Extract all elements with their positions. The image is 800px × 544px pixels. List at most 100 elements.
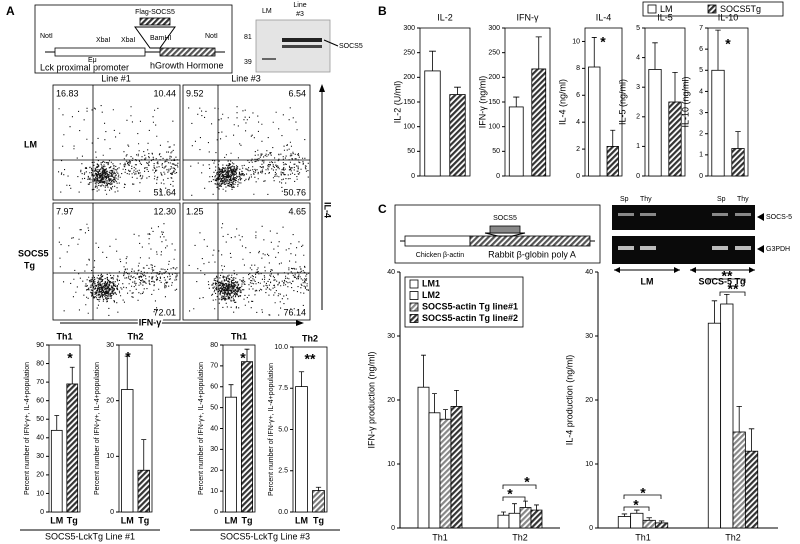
arrow-head [319, 84, 325, 92]
y-tick-label: 200 [403, 74, 415, 81]
y-tick-label: 40 [210, 425, 218, 432]
label: SOCS5Tg [720, 4, 761, 14]
error-bar [736, 406, 742, 432]
y-tick-label: 0 [496, 173, 500, 180]
label: LM [660, 4, 673, 14]
gel-band [712, 246, 728, 250]
y-tick-label: 0 [589, 525, 593, 532]
label: Thy [737, 196, 749, 203]
y-tick-label: 40 [36, 435, 44, 442]
chart-title: IL-2 [437, 12, 453, 22]
y-tick-label: 7.5 [278, 385, 288, 392]
y-tick-label: 10.0 [274, 344, 288, 351]
y-tick-label: 2 [576, 146, 580, 153]
chart-title: Th1 [231, 331, 247, 341]
bracket [502, 484, 537, 489]
y-tick-label: 20 [106, 398, 114, 405]
label: 7.97 [56, 206, 74, 216]
bar [449, 94, 466, 177]
x-tick-label: LM [295, 515, 308, 525]
gel-band [640, 246, 656, 250]
x-tick-label: LM [50, 515, 63, 525]
gel [612, 205, 755, 230]
shape [48, 344, 81, 513]
annotation: * [640, 485, 646, 501]
label: A [6, 4, 15, 18]
label: SOCS5-LckTg Line #3 [220, 531, 310, 541]
bracket [623, 494, 662, 499]
error-bar [244, 348, 250, 362]
annotation: * [600, 34, 606, 50]
gel-band [735, 246, 751, 250]
label: SOCS5 [18, 248, 49, 258]
y-tick-label: 10 [585, 461, 593, 468]
y-tick-label: 0 [411, 173, 415, 180]
y-tick-label: 40 [585, 269, 593, 276]
annotation: ** [728, 281, 739, 297]
error-bar [124, 355, 130, 390]
y-tick-label: 10 [210, 488, 218, 495]
shape [52, 84, 181, 201]
legend-label: LM2 [422, 290, 440, 300]
label: hGrowth Hormone [150, 60, 224, 70]
error-bar [711, 300, 718, 324]
bar [588, 66, 601, 177]
label: LM [641, 276, 654, 286]
annotation: * [507, 486, 513, 502]
label: LM [24, 139, 37, 149]
shape [54, 47, 146, 57]
y-tick-label: 30 [387, 333, 395, 340]
y-tick-label: 10 [572, 38, 580, 45]
x-tick-label: Tg [313, 515, 324, 525]
label: Line #3 [231, 73, 261, 83]
bar [508, 106, 524, 177]
error-bar [512, 503, 517, 514]
y-tick-label: 250 [403, 50, 415, 57]
error-bar [652, 42, 658, 70]
shape [419, 27, 471, 177]
y-tick-label: 4 [699, 88, 703, 95]
y-tick-label: 0 [40, 509, 44, 516]
chart-title: IL-10 [718, 12, 739, 22]
chart-title: Th2 [127, 331, 143, 341]
y-tick-label: 0 [391, 525, 395, 532]
bar [630, 512, 644, 529]
label: Line #1 [101, 73, 131, 83]
annotation: * [633, 497, 639, 513]
error-bar [298, 371, 305, 387]
y-tick-label: 0.0 [278, 509, 288, 516]
y-axis-label: IL-5 (ng/ml) [617, 79, 627, 125]
bar [312, 490, 325, 513]
y-tick-label: 20 [210, 467, 218, 474]
shape [504, 27, 551, 177]
label: Tg [24, 260, 35, 270]
legend-swatch [647, 4, 657, 14]
y-tick-label: 40 [387, 269, 395, 276]
legend-swatch [409, 302, 419, 312]
legend-swatch [707, 4, 717, 14]
label: 1.25 [186, 206, 204, 216]
y-tick-label: 250 [488, 50, 500, 57]
label: IFN-γ [139, 317, 162, 327]
label: Sp [717, 196, 726, 203]
bar [711, 69, 725, 177]
bar [668, 101, 682, 177]
bar [732, 431, 746, 529]
gel-band [618, 246, 634, 250]
insert [134, 26, 176, 49]
y-tick-label: 7 [699, 25, 703, 32]
y-axis-label: IL-2 (U/ml) [392, 81, 402, 124]
label: SOCS5-LckTg Line #1 [45, 531, 135, 541]
y-tick-label: 5 [636, 25, 640, 32]
y-tick-label: 2 [636, 114, 640, 121]
x-tick-label: LM [121, 515, 134, 525]
y-tick-label: 30 [210, 446, 218, 453]
bar [240, 361, 253, 513]
error-bar [523, 500, 528, 508]
y-axis-label: IFN-γ (ng/ml) [477, 76, 487, 129]
y-tick-label: 3 [636, 84, 640, 91]
y-tick-label: 150 [488, 99, 500, 106]
y-axis-label: Percent number of IFN-γ+, IL-4+populatio… [24, 362, 31, 495]
error-bar [421, 354, 426, 388]
bar [648, 69, 662, 177]
